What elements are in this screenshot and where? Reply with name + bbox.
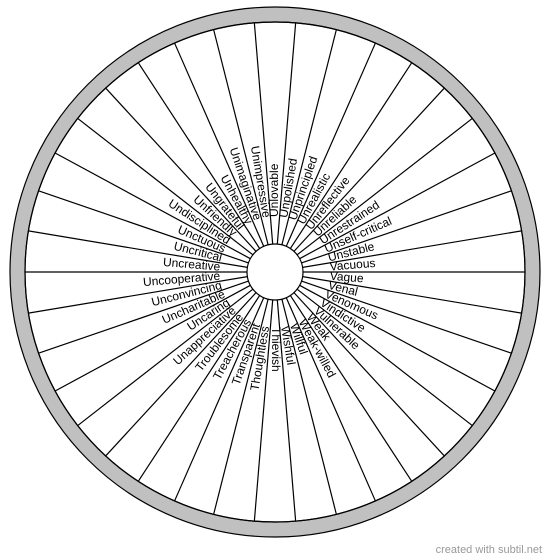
credit-text: created with subtil.net xyxy=(436,544,542,556)
hub-circle xyxy=(247,244,303,300)
wheel-diagram: UnlovableUnpolishedUnprincipledUnrealist… xyxy=(0,0,550,560)
wheel-svg: UnlovableUnpolishedUnprincipledUnrealist… xyxy=(0,0,550,544)
